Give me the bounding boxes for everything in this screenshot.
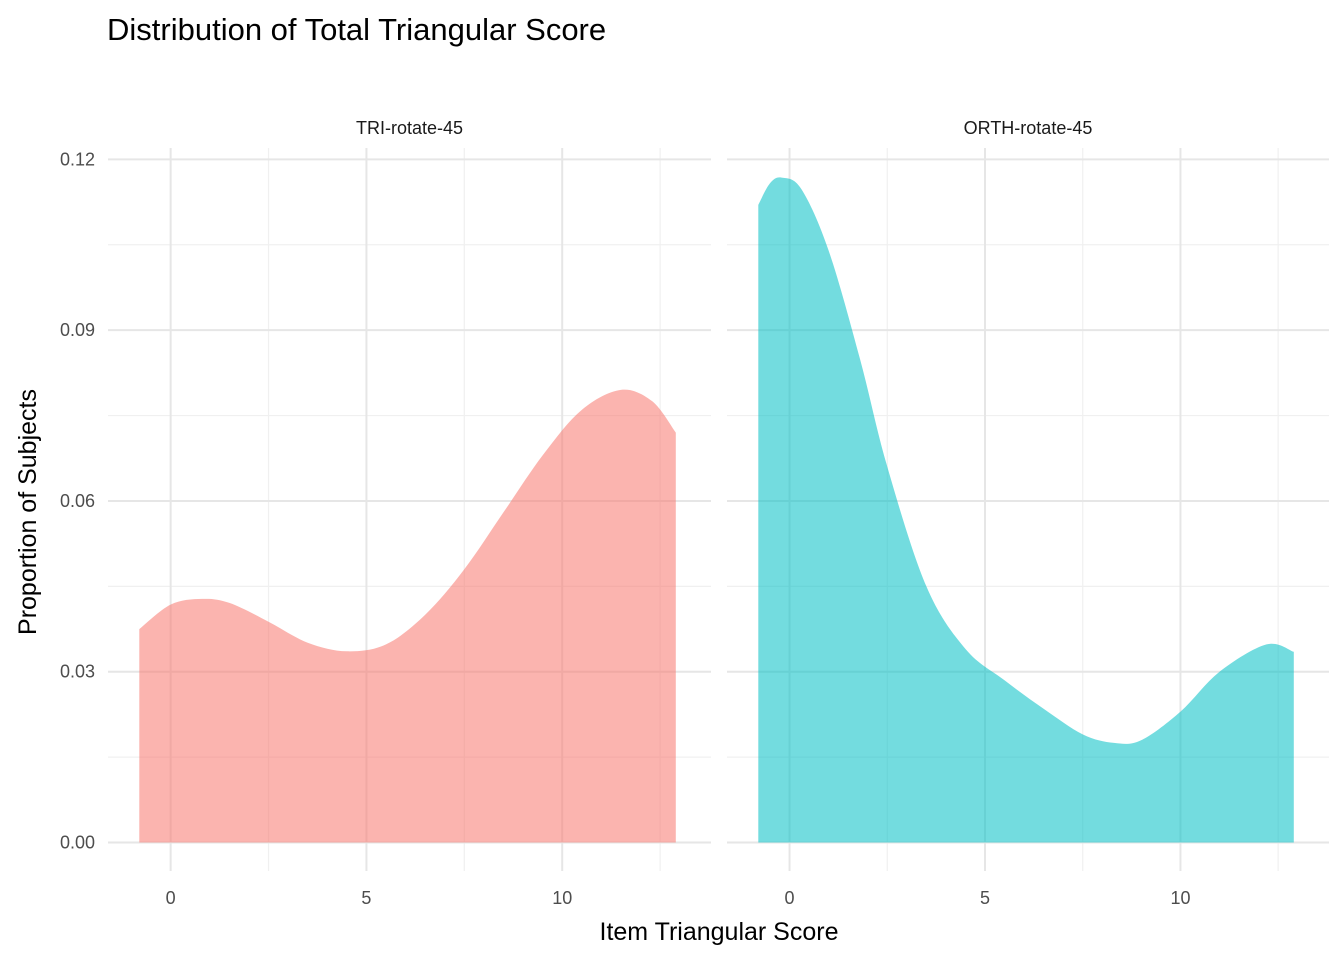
strip-label-orth-rotate-45: ORTH-rotate-45 [964,118,1093,138]
chart-title: Distribution of Total Triangular Score [107,12,606,47]
y-tick-label: 0.06 [60,491,95,511]
x-tick-label: 10 [552,888,572,908]
y-tick-labels: 0.00 0.03 0.06 0.09 0.12 [60,149,95,852]
y-tick-label: 0.12 [60,149,95,169]
x-tick-labels: 0 5 10 [785,888,1191,908]
density-area-orth-rotate-45 [758,177,1294,843]
y-tick-label: 0.00 [60,833,95,853]
x-tick-label: 5 [361,888,371,908]
strip-label-tri-rotate-45: TRI-rotate-45 [356,118,463,138]
panel-tri-rotate-45: TRI-rotate-45 0 5 10 [108,118,711,908]
x-tick-label: 10 [1170,888,1190,908]
panel-orth-rotate-45: ORTH-rotate-45 0 5 10 [727,118,1329,908]
x-tick-label: 0 [785,888,795,908]
y-axis-title: Proportion of Subjects [14,389,42,635]
y-tick-label: 0.09 [60,320,95,340]
x-tick-label: 0 [166,888,176,908]
x-axis-title: Item Triangular Score [600,918,839,946]
x-tick-label: 5 [980,888,990,908]
x-tick-labels: 0 5 10 [166,888,573,908]
y-tick-label: 0.03 [60,662,95,682]
density-area-tri-rotate-45 [139,389,676,843]
